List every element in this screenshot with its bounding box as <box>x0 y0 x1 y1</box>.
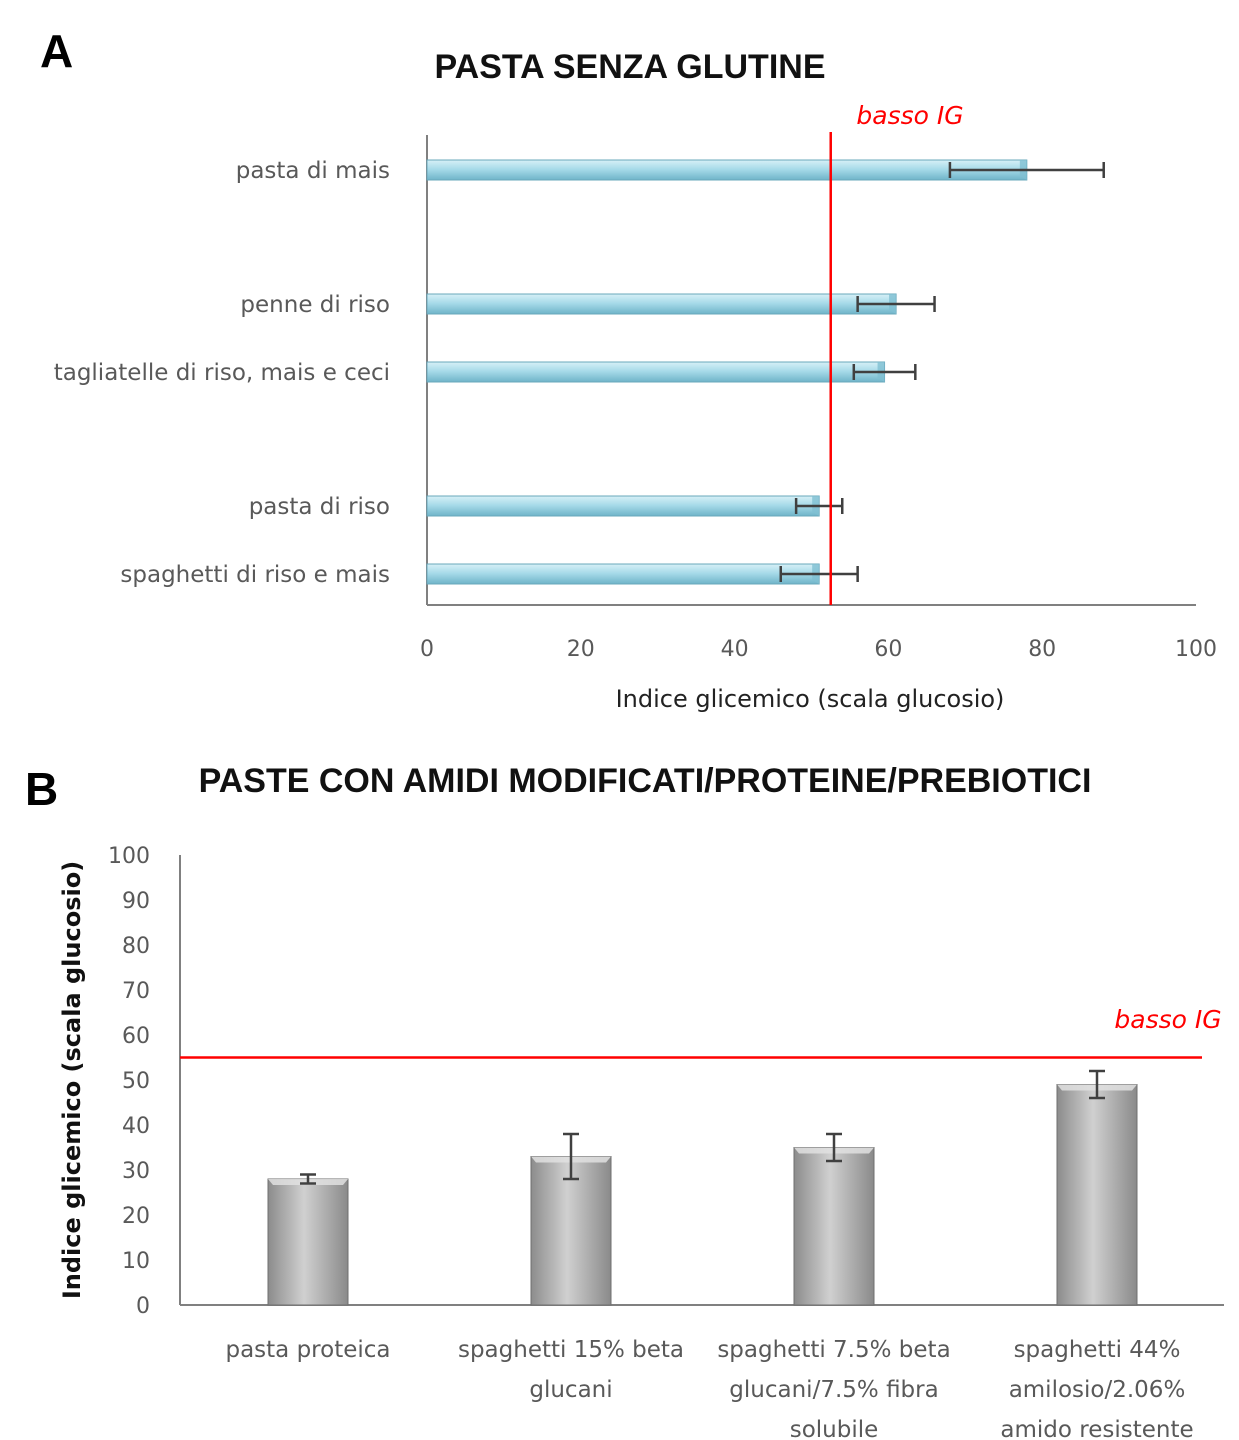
chart-a-x-tick-label: 80 <box>1028 637 1056 662</box>
chart-b-category-label: amido resistente <box>1000 1417 1193 1440</box>
chart-a-reference-label: basso IG <box>856 101 963 130</box>
chart-b-y-tick-label: 90 <box>122 889 150 914</box>
chart-b-y-tick-label: 70 <box>122 979 150 1004</box>
chart-b-category-label: spaghetti 44% <box>1014 1337 1181 1363</box>
chart-b-category-label: spaghetti 15% beta <box>458 1337 684 1363</box>
chart-b-category-label: solubile <box>790 1417 879 1440</box>
chart-b-category-label: spaghetti 7.5% beta <box>717 1337 950 1363</box>
chart-a-category-label: tagliatelle di riso, mais e ceci <box>54 360 390 386</box>
chart-b-category-label: amilosio/2.06% <box>1009 1377 1186 1403</box>
chart-b-bar <box>793 1147 875 1306</box>
chart-b-y-axis-title: Indice glicemico (scala glucosio) <box>58 861 86 1299</box>
chart-a-x-tick-label: 40 <box>721 637 749 662</box>
chart-a-bar <box>426 563 820 585</box>
chart-a-title: PASTA SENZA GLUTINE <box>435 48 826 86</box>
chart-a-category-label: pasta di mais <box>236 158 390 184</box>
chart-a-x-tick-label: 20 <box>567 637 595 662</box>
chart-b-y-tick-label: 60 <box>122 1024 150 1049</box>
chart-b-bar <box>1056 1084 1138 1306</box>
chart-a-x-tick-label: 100 <box>1175 637 1217 662</box>
chart-b-y-tick-label: 80 <box>122 934 150 959</box>
chart-b-reference-label: basso IG <box>1114 1005 1221 1034</box>
panel-letter-a: A <box>40 25 73 77</box>
chart-a-x-tick-label: 60 <box>874 637 902 662</box>
chart-a-category-label: spaghetti di riso e mais <box>120 562 390 588</box>
chart-b-category-label: glucani/7.5% fibra <box>729 1377 938 1403</box>
chart-b-bar <box>267 1178 349 1306</box>
chart-a-x-tick-label: 0 <box>420 637 434 662</box>
chart-b-y-tick-label: 40 <box>122 1114 150 1139</box>
chart-a-x-axis-title: Indice glicemico (scala glucosio) <box>616 685 1005 713</box>
chart-b-y-tick-label: 10 <box>122 1249 150 1274</box>
chart-b-title: PASTE CON AMIDI MODIFICATI/PROTEINE/PREB… <box>199 762 1092 800</box>
chart-a-plot: 0 20 40 60 80 100 pasta di mais penne di riso ta… <box>54 132 1217 662</box>
chart-b-y-tick-label: 0 <box>136 1294 150 1319</box>
chart-a-category-label: pasta di riso <box>249 494 390 520</box>
panel-letter-b: B <box>25 763 58 815</box>
chart-b-plot: 0 10 20 30 40 50 60 70 80 90 100 pasta proteica spag… <box>108 844 1224 1440</box>
chart-b-category-label: glucani <box>529 1377 612 1403</box>
chart-b-bar <box>530 1156 612 1306</box>
chart-b-y-tick-label: 30 <box>122 1159 150 1184</box>
chart-b-y-tick-label: 20 <box>122 1204 150 1229</box>
chart-a-category-label: penne di riso <box>240 292 390 318</box>
chart-a-bar <box>426 495 820 517</box>
chart-b-y-tick-label: 100 <box>108 844 150 869</box>
chart-a-bar <box>426 159 1028 181</box>
chart-b-category-label: pasta proteica <box>225 1337 390 1363</box>
chart-b-y-tick-label: 50 <box>122 1069 150 1094</box>
chart-a-bar <box>426 293 897 315</box>
chart-a-bar <box>426 361 886 383</box>
